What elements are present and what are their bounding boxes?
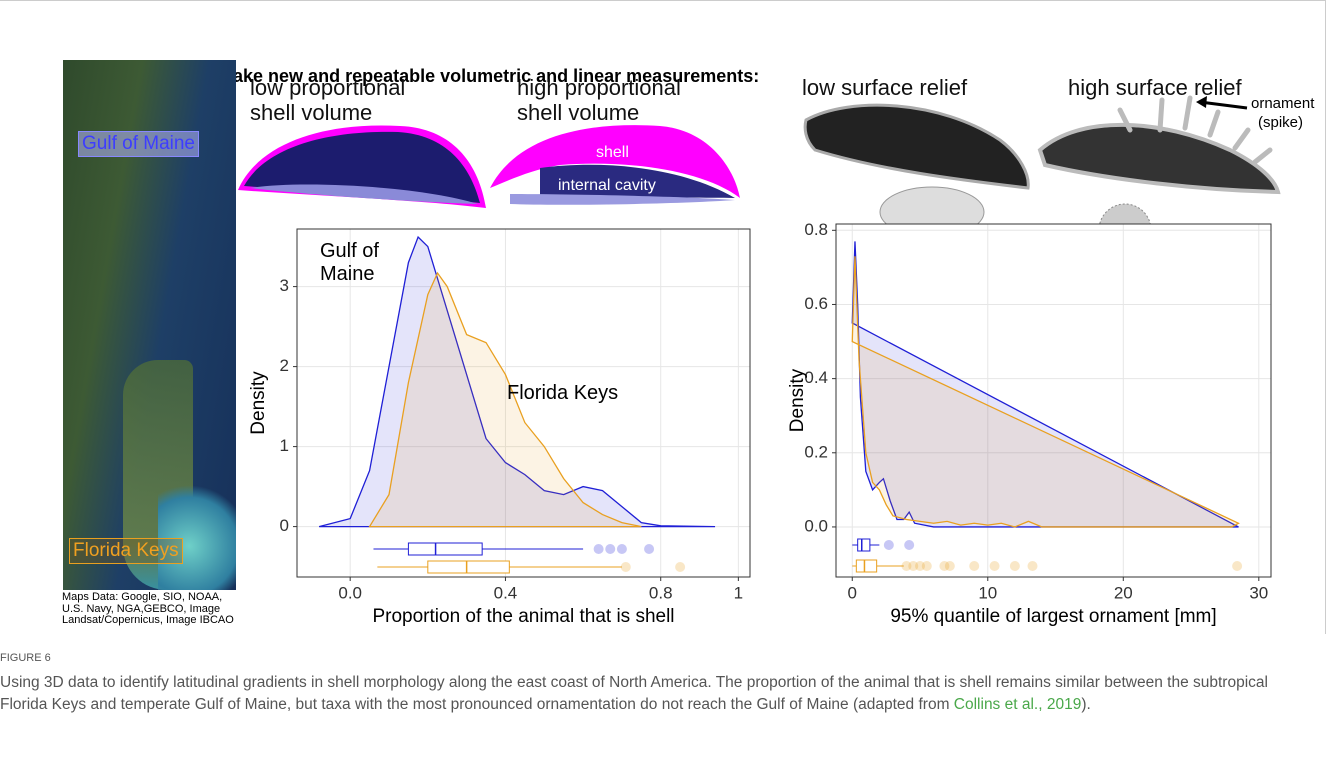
- map-credits: Maps Data: Google, SIO, NOAA, U.S. Navy,…: [62, 591, 234, 627]
- credit-line: U.S. Navy, NGA,GEBCO, Image: [62, 602, 221, 615]
- outlier: [939, 561, 950, 571]
- series-annotation: Florida Keys: [507, 382, 619, 404]
- outlier: [1009, 561, 1020, 571]
- panel-label: high surface relief: [1068, 75, 1242, 100]
- outlier: [616, 544, 627, 554]
- label-line: low proportional: [250, 75, 406, 100]
- y-tick-label: 3: [280, 276, 289, 295]
- x-tick-label: 1: [734, 583, 743, 602]
- density-curve: [368, 271, 642, 528]
- cavity-label: internal cavity: [558, 177, 656, 194]
- shell-interior: [540, 164, 735, 198]
- figure-frame: [0, 0, 1326, 634]
- y-tick-label: 1: [280, 436, 289, 455]
- outlier: [969, 561, 980, 571]
- plot-border: [835, 223, 1272, 578]
- caption-text: Using 3D data to identify latitudinal gr…: [0, 674, 1268, 713]
- outlier: [904, 540, 915, 550]
- density-curve: [318, 235, 716, 528]
- box: [427, 560, 510, 574]
- shell-scan: [803, 103, 1030, 190]
- box: [855, 559, 878, 573]
- caption-link[interactable]: Collins et al., 2019: [953, 696, 1082, 713]
- shell-label: shell: [596, 144, 629, 161]
- panel-label: high proportional shell volume: [517, 75, 681, 125]
- outlier: [620, 562, 631, 572]
- credit-line: Landsat/Copernicus, Image IBCAO: [62, 614, 234, 626]
- outlier: [883, 540, 894, 550]
- y-tick-label: 0.6: [804, 294, 828, 313]
- outlier: [593, 544, 604, 554]
- outlier: [989, 561, 1000, 571]
- shell-base: [250, 184, 478, 204]
- outlier: [901, 561, 912, 571]
- x-axis-label: Proportion of the animal that is shell: [372, 606, 674, 627]
- label-line: low surface relief: [802, 75, 968, 100]
- arrow-head: [1196, 96, 1207, 108]
- outlier: [1027, 561, 1038, 571]
- label-line: shell volume: [517, 100, 640, 125]
- label-line: ornament: [1251, 95, 1315, 112]
- x-axis-label: 95% quantile of largest ornament [mm]: [890, 606, 1216, 627]
- outlier: [921, 561, 932, 571]
- x-tick-label: 0.8: [649, 583, 673, 602]
- arrow: [1199, 100, 1248, 110]
- y-tick-label: 0.0: [804, 516, 828, 535]
- shell-scan: [1037, 122, 1281, 195]
- y-tick-label: 0.4: [804, 368, 828, 387]
- x-tick-label: 30: [1249, 583, 1268, 602]
- outlier: [1232, 561, 1243, 571]
- credit-line: Maps Data: Google, SIO, NOAA,: [62, 591, 223, 603]
- panel-label: low proportional shell volume: [250, 75, 405, 125]
- label-line: (spike): [1258, 114, 1304, 131]
- x-tick-label: 0.4: [494, 583, 518, 602]
- ornament-label: ornament (spike): [1251, 94, 1314, 132]
- y-axis-label: Density: [248, 371, 269, 435]
- panel-label: low surface relief: [802, 75, 967, 100]
- outlier: [908, 561, 919, 571]
- label-line: high surface relief: [1068, 75, 1242, 100]
- x-tick-label: 20: [1114, 583, 1133, 602]
- map-label: Gulf of Maine: [78, 131, 199, 157]
- box: [857, 538, 871, 552]
- y-axis-label: Density: [787, 368, 808, 432]
- x-tick-label: 10: [978, 583, 997, 602]
- outlier: [915, 561, 926, 571]
- map-label: Florida Keys: [69, 538, 183, 564]
- shell-outline: [490, 125, 740, 198]
- caption: Using 3D data to identify latitudinal gr…: [0, 672, 1290, 716]
- box: [407, 542, 483, 556]
- label-line: shell volume: [250, 100, 373, 125]
- plot-area: [836, 224, 1271, 577]
- series-annotation: Gulf of Maine: [320, 240, 379, 285]
- y-tick-label: 0.8: [804, 220, 828, 239]
- spikes: [1117, 95, 1273, 165]
- plot-border: [296, 228, 751, 578]
- outlier: [605, 544, 616, 554]
- outlier: [944, 561, 955, 571]
- x-tick-label: 0.0: [338, 583, 362, 602]
- map-shallows: [158, 480, 236, 590]
- caption-label: FIGURE 6: [0, 652, 51, 664]
- label-line: high proportional: [517, 75, 681, 100]
- figure-title: Using 3D data to make new and repeatable…: [70, 66, 760, 86]
- shell-base: [510, 194, 735, 205]
- outlier: [644, 544, 655, 554]
- y-tick-label: 0: [280, 516, 289, 535]
- density-curve: [851, 256, 1240, 528]
- outlier: [675, 562, 686, 572]
- y-tick-label: 2: [280, 356, 289, 375]
- y-tick-label: 0.2: [804, 442, 828, 461]
- caption-text: ).: [1081, 696, 1091, 713]
- x-tick-label: 0: [848, 583, 857, 602]
